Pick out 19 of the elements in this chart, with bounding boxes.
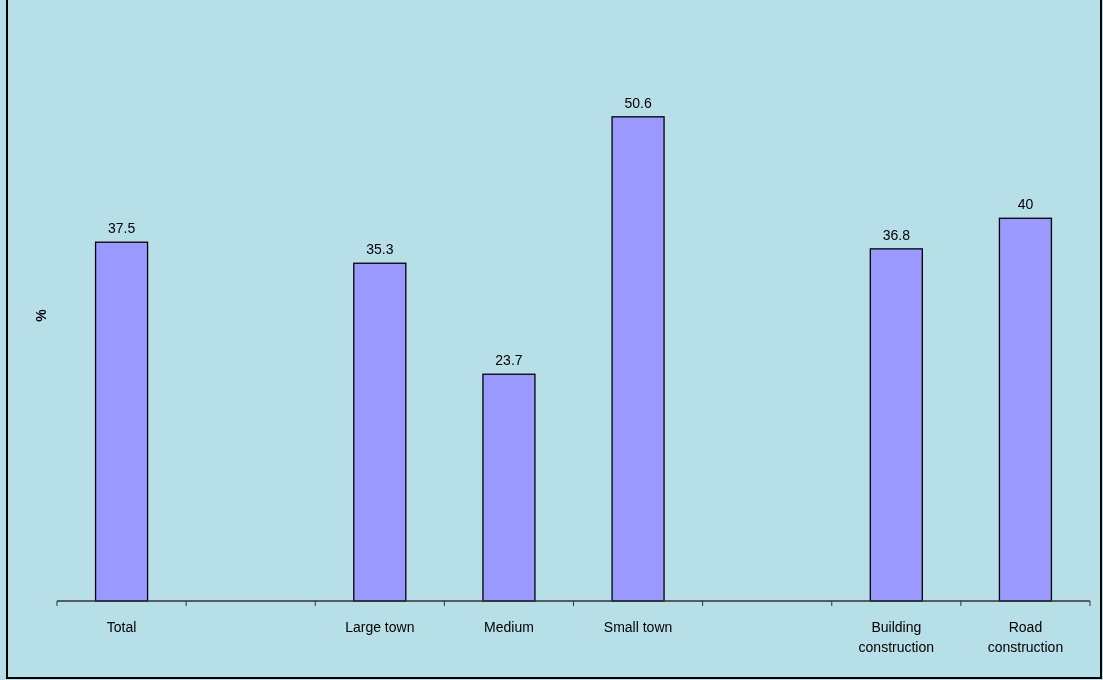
x-tick-label: Small town	[603, 619, 673, 635]
x-tick-label: Building construction	[858, 619, 935, 655]
bar	[869, 248, 923, 602]
x-tick-label: Total	[106, 619, 137, 635]
data-label: 37.5	[107, 220, 136, 237]
bar	[482, 373, 536, 602]
y-axis-title: %	[33, 308, 49, 322]
data-label: 40	[1017, 196, 1034, 213]
x-tick-label: Large town	[345, 619, 415, 635]
data-label: 50.6	[624, 94, 652, 111]
bar	[353, 262, 407, 602]
data-label: 36.8	[882, 226, 911, 243]
x-tick-label: Road construction	[987, 619, 1064, 655]
data-label: 35.3	[366, 241, 394, 258]
x-tick-label: Medium	[484, 619, 534, 635]
bar	[998, 217, 1053, 602]
data-label: 23.7	[495, 352, 523, 369]
bar	[611, 116, 665, 602]
bar	[94, 241, 149, 602]
